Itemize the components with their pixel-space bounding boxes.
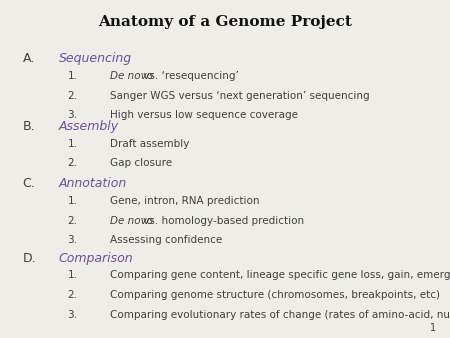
Text: B.: B. bbox=[22, 120, 35, 133]
Text: De novo: De novo bbox=[110, 71, 153, 81]
Text: vs. ‘resequencing’: vs. ‘resequencing’ bbox=[140, 71, 239, 81]
Text: 3.: 3. bbox=[68, 310, 77, 320]
Text: Comparing gene content, lineage specific gene loss, gain, emergence: Comparing gene content, lineage specific… bbox=[110, 270, 450, 281]
Text: 2.: 2. bbox=[68, 158, 77, 168]
Text: C.: C. bbox=[22, 177, 35, 190]
Text: 2.: 2. bbox=[68, 91, 77, 101]
Text: Annotation: Annotation bbox=[58, 177, 127, 190]
Text: Comparing genome structure (chromosomes, breakpoints, etc): Comparing genome structure (chromosomes,… bbox=[110, 290, 440, 300]
Text: 3.: 3. bbox=[68, 110, 77, 120]
Text: High versus low sequence coverage: High versus low sequence coverage bbox=[110, 110, 298, 120]
Text: 1.: 1. bbox=[68, 270, 77, 281]
Text: 1.: 1. bbox=[68, 71, 77, 81]
Text: Comparing evolutionary rates of change (rates of amino-acid, nucleotide substitu: Comparing evolutionary rates of change (… bbox=[110, 310, 450, 320]
Text: De novo: De novo bbox=[110, 216, 153, 226]
Text: D.: D. bbox=[22, 252, 36, 265]
Text: Draft assembly: Draft assembly bbox=[110, 139, 189, 149]
Text: Assessing confidence: Assessing confidence bbox=[110, 235, 222, 245]
Text: Assembly: Assembly bbox=[58, 120, 119, 133]
Text: A.: A. bbox=[22, 52, 35, 65]
Text: Anatomy of a Genome Project: Anatomy of a Genome Project bbox=[98, 15, 352, 29]
Text: Sequencing: Sequencing bbox=[58, 52, 131, 65]
Text: 1.: 1. bbox=[68, 139, 77, 149]
Text: 3.: 3. bbox=[68, 235, 77, 245]
Text: Gene, intron, RNA prediction: Gene, intron, RNA prediction bbox=[110, 196, 260, 206]
Text: 2.: 2. bbox=[68, 216, 77, 226]
Text: 2.: 2. bbox=[68, 290, 77, 300]
Text: 1.: 1. bbox=[68, 196, 77, 206]
Text: Gap closure: Gap closure bbox=[110, 158, 172, 168]
Text: Comparison: Comparison bbox=[58, 252, 133, 265]
Text: 1: 1 bbox=[430, 323, 436, 333]
Text: Sanger WGS versus ‘next generation’ sequencing: Sanger WGS versus ‘next generation’ sequ… bbox=[110, 91, 370, 101]
Text: vs. homology-based prediction: vs. homology-based prediction bbox=[140, 216, 304, 226]
